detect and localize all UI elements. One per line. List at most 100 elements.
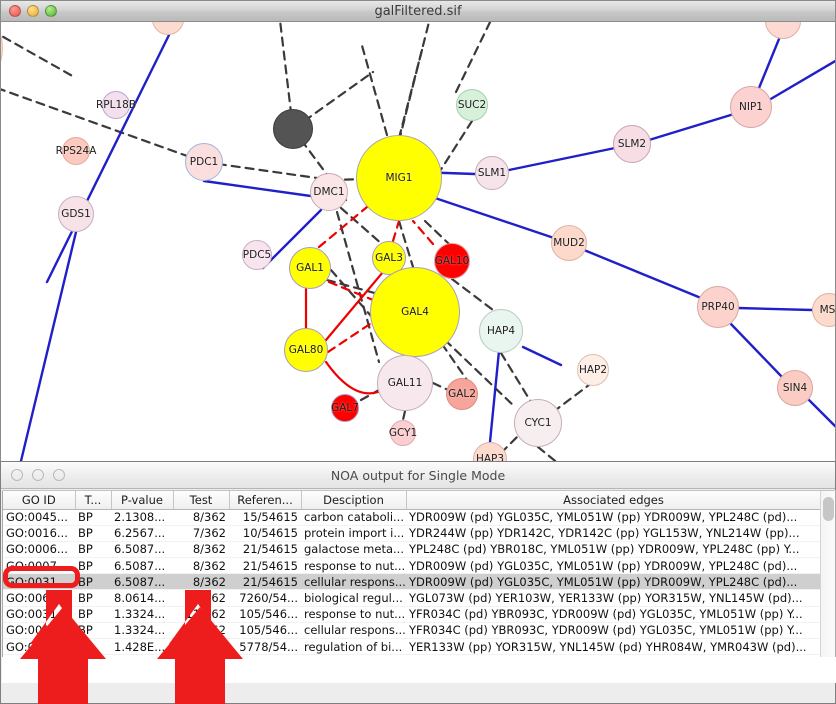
network-node-cyc1[interactable]: CYC1 <box>514 399 562 447</box>
network-node-mud2[interactable]: MUD2 <box>551 225 587 261</box>
cell-reference[interactable]: 15/54615 <box>229 509 301 526</box>
network-node-rpl18b[interactable]: RPL18B <box>96 91 136 119</box>
network-node-slm2[interactable]: SLM2 <box>613 125 651 163</box>
cell-description[interactable]: biological regul... <box>301 589 406 607</box>
network-node-dmc1[interactable]: DMC1 <box>310 173 348 211</box>
column-header-p-value[interactable]: P-value <box>111 491 174 510</box>
cell-p-value[interactable]: 6.5087... <box>111 557 173 575</box>
cell-description[interactable]: carbon cataboli... <box>301 509 406 526</box>
network-node-gal10[interactable]: GAL10 <box>434 243 470 279</box>
cell-go-id[interactable]: GO:0016... <box>3 525 75 542</box>
cell-p-value[interactable]: 6.5087... <box>111 541 173 559</box>
network-node-pdc5[interactable]: PDC5 <box>242 240 272 270</box>
cell-go-id[interactable]: GO:0065... <box>3 589 75 607</box>
cell-description[interactable]: regulation of bi... <box>301 638 406 656</box>
network-node-gds1[interactable]: GDS1 <box>58 196 94 232</box>
cell-go-id[interactable]: GO:0050... <box>3 638 75 656</box>
cell-go-id[interactable]: GO:0006... <box>3 541 75 559</box>
cell-type[interactable]: BP <box>75 638 111 656</box>
cell-type[interactable]: BP <box>75 509 111 526</box>
cell-associated-edges[interactable]: YPL248C (pd) YBR018C, YML051W (pp) YDR00… <box>406 541 821 559</box>
cell-test[interactable]: 11/362 <box>173 606 229 623</box>
cell-p-value[interactable]: 1.3324... <box>111 606 173 623</box>
noa-window-controls[interactable] <box>11 469 65 481</box>
cell-reference[interactable]: 21/54615 <box>229 573 301 591</box>
cell-type[interactable]: BP <box>75 606 111 623</box>
cell-test[interactable]: 8/362 <box>173 509 229 526</box>
network-node-pdc1[interactable]: PDC1 <box>185 143 223 181</box>
cell-description[interactable]: cellular respons... <box>301 573 406 591</box>
cell-reference[interactable]: 5778/54... <box>229 638 301 656</box>
cell-test[interactable]: 7/362 <box>173 525 229 542</box>
window-controls[interactable] <box>9 5 57 17</box>
column-header-reference[interactable]: Referen... <box>229 491 302 510</box>
noa-table-scroll-area[interactable]: GO ID T... P-value Test Referen... Desci… <box>2 491 836 657</box>
network-node-rps24a[interactable]: RPS24A <box>56 137 96 165</box>
column-header-go-id[interactable]: GO ID <box>3 491 76 510</box>
cell-p-value[interactable]: 8.0614... <box>111 589 173 607</box>
cell-go-id[interactable]: GO:0031... <box>3 622 75 640</box>
cell-type[interactable]: BP <box>75 525 111 542</box>
cell-associated-edges[interactable]: YER133W (pp) YOR315W, YNL145W (pd) YHR08… <box>406 638 821 656</box>
table-row[interactable]: GO:0007... BP 6.5087... 8/362 21/54615 respon… <box>3 557 821 575</box>
table-row[interactable]: GO:0065... BP 8.0614... 94/362 7260/54... bio… <box>3 589 821 607</box>
cell-test[interactable]: 8/362 <box>173 573 229 591</box>
network-node-gal80[interactable]: GAL80 <box>284 328 328 372</box>
cell-associated-edges[interactable]: YDR009W (pd) YGL035C, YML051W (pp) YDR00… <box>406 573 821 591</box>
cell-associated-edges[interactable]: YGL073W (pd) YER103W, YER133W (pp) YOR31… <box>406 589 821 607</box>
column-header-test[interactable]: Test <box>173 491 230 510</box>
cell-description[interactable]: response to nut... <box>301 606 406 623</box>
noa-close-button-icon[interactable] <box>11 469 23 481</box>
table-row[interactable]: GO:0050... BP 1.428E... 80/362 5778/54... reg… <box>3 638 821 656</box>
cell-associated-edges[interactable]: YFR034C (pd) YBR093C, YDR009W (pd) YGL03… <box>406 606 821 623</box>
cell-reference[interactable]: 105/546... <box>229 606 301 623</box>
cell-associated-edges[interactable]: YFR034C (pd) YBR093C, YDR009W (pd) YGL03… <box>406 622 821 640</box>
table-row[interactable]: GO:0031... BP 1.3324... 11/362 105/546... res… <box>3 606 821 623</box>
column-header-description[interactable]: Desciption <box>301 491 407 510</box>
cell-description[interactable]: galactose meta... <box>301 541 406 559</box>
scrollbar-thumb[interactable] <box>823 497 834 521</box>
cell-associated-edges[interactable]: YDR009W (pd) YGL035C, YML051W (pp) YDR00… <box>406 509 821 526</box>
table-row[interactable]: GO:0006... BP 6.5087... 8/362 21/54615 galact… <box>3 541 821 559</box>
noa-zoom-button-icon[interactable] <box>53 469 65 481</box>
cell-test[interactable]: 8/362 <box>173 541 229 559</box>
table-row[interactable]: GO:0016... BP 6.2567... 7/362 10/54615 protei… <box>3 525 821 542</box>
cell-description[interactable]: response to nut... <box>301 557 406 575</box>
cell-p-value[interactable]: 6.2567... <box>111 525 173 542</box>
network-node-msi[interactable]: MSI <box>812 293 835 327</box>
cell-type[interactable]: BP <box>75 589 111 607</box>
cell-description[interactable]: protein import i... <box>301 525 406 542</box>
cell-test[interactable]: 94/362 <box>173 589 229 607</box>
network-node-mig1[interactable]: MIG1 <box>356 135 442 221</box>
network-node-gal11[interactable]: GAL11 <box>377 355 433 411</box>
cell-type[interactable]: BP <box>75 573 111 591</box>
network-node-nip1[interactable]: NIP1 <box>730 86 772 128</box>
network-node-suc2[interactable]: SUC2 <box>456 89 488 121</box>
network-node-gal2[interactable]: GAL2 <box>446 378 478 410</box>
cell-type[interactable]: BP <box>75 541 111 559</box>
cell-description[interactable]: cellular respons... <box>301 622 406 640</box>
cell-go-id[interactable]: GO:0031... <box>3 573 75 591</box>
cell-p-value[interactable]: 6.5087... <box>111 573 173 591</box>
zoom-button-icon[interactable] <box>45 5 57 17</box>
cell-p-value[interactable]: 1.428E... <box>111 638 173 656</box>
noa-table-body[interactable]: GO:0045... BP 2.1308... 8/362 15/54615 carbon… <box>3 509 821 656</box>
network-node-slm1[interactable]: SLM1 <box>475 156 509 190</box>
network-node-grey[interactable] <box>273 109 313 149</box>
network-node-gal1[interactable]: GAL1 <box>289 247 331 289</box>
network-canvas[interactable]: RPL18B RPS24A GDS1 PDC1 DMC1 MIG1 SUC2 SLM1 SLM2… <box>1 22 835 461</box>
cell-associated-edges[interactable]: YDR009W (pd) YGL035C, YML051W (pp) YDR00… <box>406 557 821 575</box>
network-node-hap4[interactable]: HAP4 <box>479 309 523 353</box>
cell-type[interactable]: BP <box>75 557 111 575</box>
cell-go-id[interactable]: GO:0031... <box>3 606 75 623</box>
cell-test[interactable]: 80/362 <box>173 638 229 656</box>
minimize-button-icon[interactable] <box>27 5 39 17</box>
cell-test[interactable]: 8/362 <box>173 557 229 575</box>
table-row[interactable]: GO:0031... BP 1.3324... 11/362 105/546... cel… <box>3 622 821 640</box>
cell-associated-edges[interactable]: YDR244W (pp) YDR142C, YDR142C (pp) YGL15… <box>406 525 821 542</box>
cell-reference[interactable]: 7260/54... <box>229 589 301 607</box>
cell-test[interactable]: 11/362 <box>173 622 229 640</box>
column-header-type[interactable]: T... <box>75 491 112 510</box>
cell-p-value[interactable]: 1.3324... <box>111 622 173 640</box>
noa-results-table[interactable]: GO ID T... P-value Test Referen... Desci… <box>3 491 822 656</box>
